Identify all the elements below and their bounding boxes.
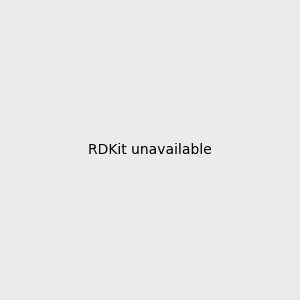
Text: RDKit unavailable: RDKit unavailable [88, 143, 212, 157]
